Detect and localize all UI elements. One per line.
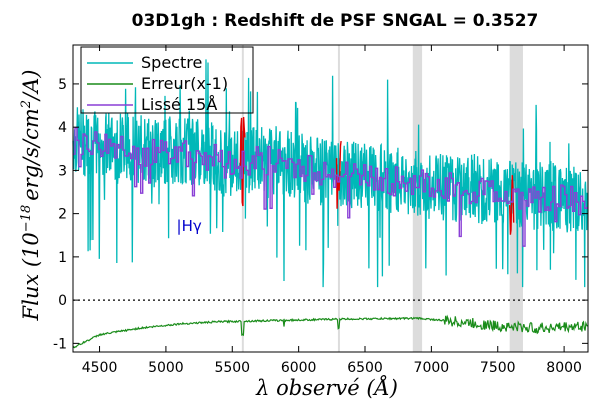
x-tick-label-6000: 6000 <box>281 360 317 376</box>
x-tick-label-4500: 4500 <box>82 360 118 376</box>
y-axis-label-rest: erg/s/cm <box>19 108 43 201</box>
y-tick-label-2: 2 <box>58 207 67 223</box>
sky-band-1 <box>337 45 340 352</box>
legend-box <box>80 46 254 114</box>
erreur-line <box>72 314 588 349</box>
y-axis-label: Flux (10−18 erg/s/cm2/A) <box>19 70 43 322</box>
x-axis-label: λ observé (Å) <box>255 375 398 400</box>
x-tick-label-5500: 5500 <box>214 360 250 376</box>
plot-frame <box>72 44 589 353</box>
legend-label-2: Lissé 15Å <box>141 95 217 114</box>
x-tick-label-5000: 5000 <box>148 360 184 376</box>
axis-ticks: 4500 5000 5500 6000 6500 7000 7500 8000 -1 0 1 2 3 4 5 <box>53 45 588 376</box>
y-tick-label--1: -1 <box>53 336 67 352</box>
lisse-line <box>73 127 588 247</box>
y-tick-label-1: 1 <box>58 250 67 266</box>
chart-title: 03D1gh : Redshift de PSF SNGAL = 0.3527 <box>132 11 539 31</box>
y-axis-label-main: Flux (10 <box>19 232 43 321</box>
annotation-0: |Hγ <box>177 217 202 235</box>
annotations: |Hγ <box>177 217 202 235</box>
x-tick-label-7500: 7500 <box>480 360 516 376</box>
masked-region-1 <box>335 141 342 209</box>
x-tick-label-7000: 7000 <box>414 360 450 376</box>
y-axis-label-exp2: 2 <box>19 100 34 109</box>
y-tick-label-3: 3 <box>58 163 67 179</box>
y-tick-label-0: 0 <box>58 293 67 309</box>
x-tick-label-8000: 8000 <box>546 360 582 376</box>
masked-region-0 <box>239 116 246 207</box>
y-tick-label-5: 5 <box>58 77 67 93</box>
series-erreur <box>72 314 588 349</box>
legend: Spectre Erreur(x-1) Lissé 15Å <box>80 46 254 114</box>
y-axis-label-exp: −18 <box>19 205 34 232</box>
legend-label-1: Erreur(x-1) <box>141 74 228 93</box>
x-tick-label-6500: 6500 <box>347 360 383 376</box>
legend-label-0: Spectre <box>141 53 202 72</box>
y-tick-label-4: 4 <box>58 120 67 136</box>
y-axis-label-end: /A) <box>19 70 43 102</box>
series-lisse <box>73 127 588 247</box>
